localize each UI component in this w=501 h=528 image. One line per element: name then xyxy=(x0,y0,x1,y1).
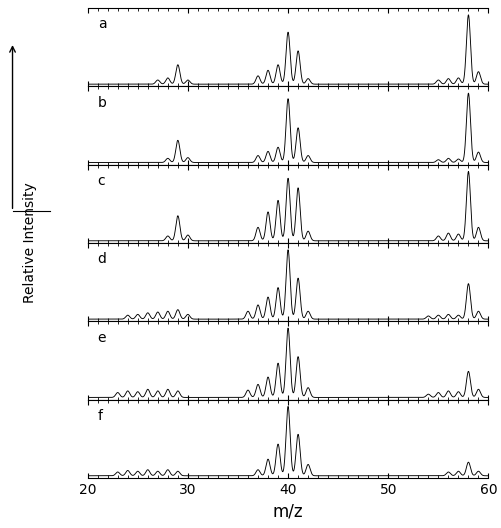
Text: f: f xyxy=(98,409,103,423)
Text: d: d xyxy=(98,252,107,266)
Text: b: b xyxy=(98,96,107,110)
Text: a: a xyxy=(98,17,106,31)
Text: Relative Intensity: Relative Intensity xyxy=(23,183,37,303)
X-axis label: m/z: m/z xyxy=(273,502,304,520)
Text: c: c xyxy=(98,174,105,188)
Text: e: e xyxy=(98,331,106,345)
